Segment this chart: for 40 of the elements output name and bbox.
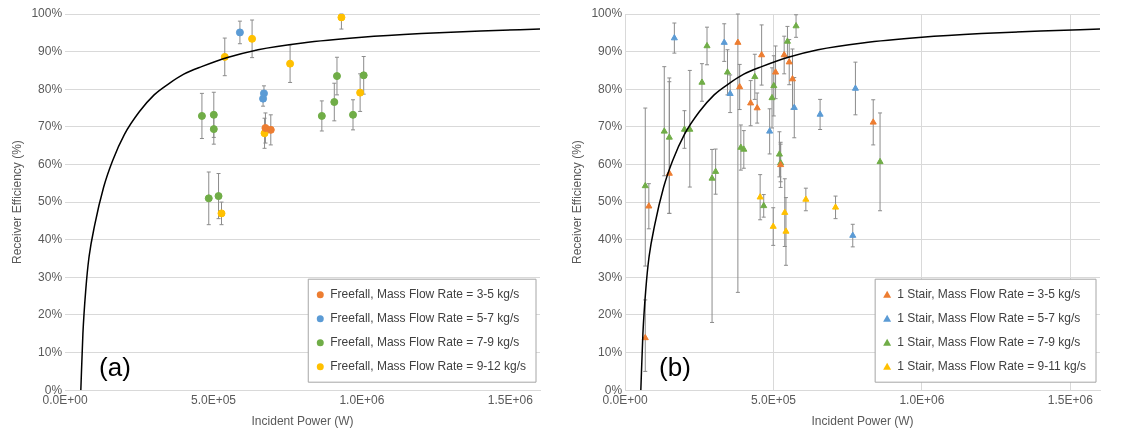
y-tick-label: 70%: [598, 119, 623, 134]
y-tick-label: 80%: [38, 81, 63, 96]
x-tick-label: 1.5E+06: [487, 392, 534, 407]
x-tick-label: 5.0E+05: [750, 392, 797, 407]
legend-label: 1 Stair, Mass Flow Rate = 7-9 kg/s: [897, 335, 1081, 350]
x-axis-title: Incident Power (W): [251, 414, 354, 429]
y-tick-label: 60%: [598, 156, 623, 171]
legend-label: Freefall, Mass Flow Rate = 5-7 kg/s: [330, 311, 520, 326]
legend-label: Freefall, Mass Flow Rate = 9-12 kg/s: [330, 359, 527, 374]
x-axis-title: Incident Power (W): [811, 414, 914, 429]
y-tick-label: 50%: [598, 194, 623, 209]
y-tick-label: 10%: [38, 344, 63, 359]
y-tick-label: 50%: [38, 194, 63, 209]
y-tick-label: 90%: [38, 43, 63, 58]
y-tick-label: 60%: [38, 156, 63, 171]
y-tick-label: 70%: [38, 119, 63, 134]
y-tick-label: 100%: [31, 6, 63, 21]
y-tick-label: 40%: [598, 232, 623, 247]
legend-label: Freefall, Mass Flow Rate = 3-5 kg/s: [330, 287, 520, 302]
y-axis-title: Receiver Efficiency (%): [9, 140, 24, 265]
y-tick-label: 90%: [598, 43, 623, 58]
x-tick-label: 1.0E+06: [899, 392, 945, 407]
legend-label: 1 Stair, Mass Flow Rate = 5-7 kg/s: [897, 311, 1081, 326]
y-tick-label: 30%: [598, 269, 623, 284]
x-tick-label: 1.5E+06: [1047, 392, 1094, 407]
y-tick-label: 100%: [591, 6, 623, 21]
annotation: (a): [99, 352, 131, 383]
y-tick-label: 20%: [38, 307, 63, 322]
x-tick-label: 1.0E+06: [339, 392, 385, 407]
legend-label: 1 Stair, Mass Flow Rate = 9-11 kg/s: [897, 359, 1087, 374]
x-tick-label: 5.0E+05: [190, 392, 237, 407]
annotation: (b): [659, 352, 691, 383]
y-tick-label: 80%: [598, 81, 623, 96]
y-tick-label: 10%: [598, 344, 623, 359]
y-tick-label: 40%: [38, 232, 63, 247]
legend-label: 1 Stair, Mass Flow Rate = 3-5 kg/s: [897, 287, 1081, 302]
y-axis-title: Receiver Efficiency (%): [569, 140, 584, 265]
y-tick-label: 30%: [38, 269, 63, 284]
y-tick-label: 20%: [598, 307, 623, 322]
legend-label: Freefall, Mass Flow Rate = 7-9 kg/s: [330, 335, 520, 350]
